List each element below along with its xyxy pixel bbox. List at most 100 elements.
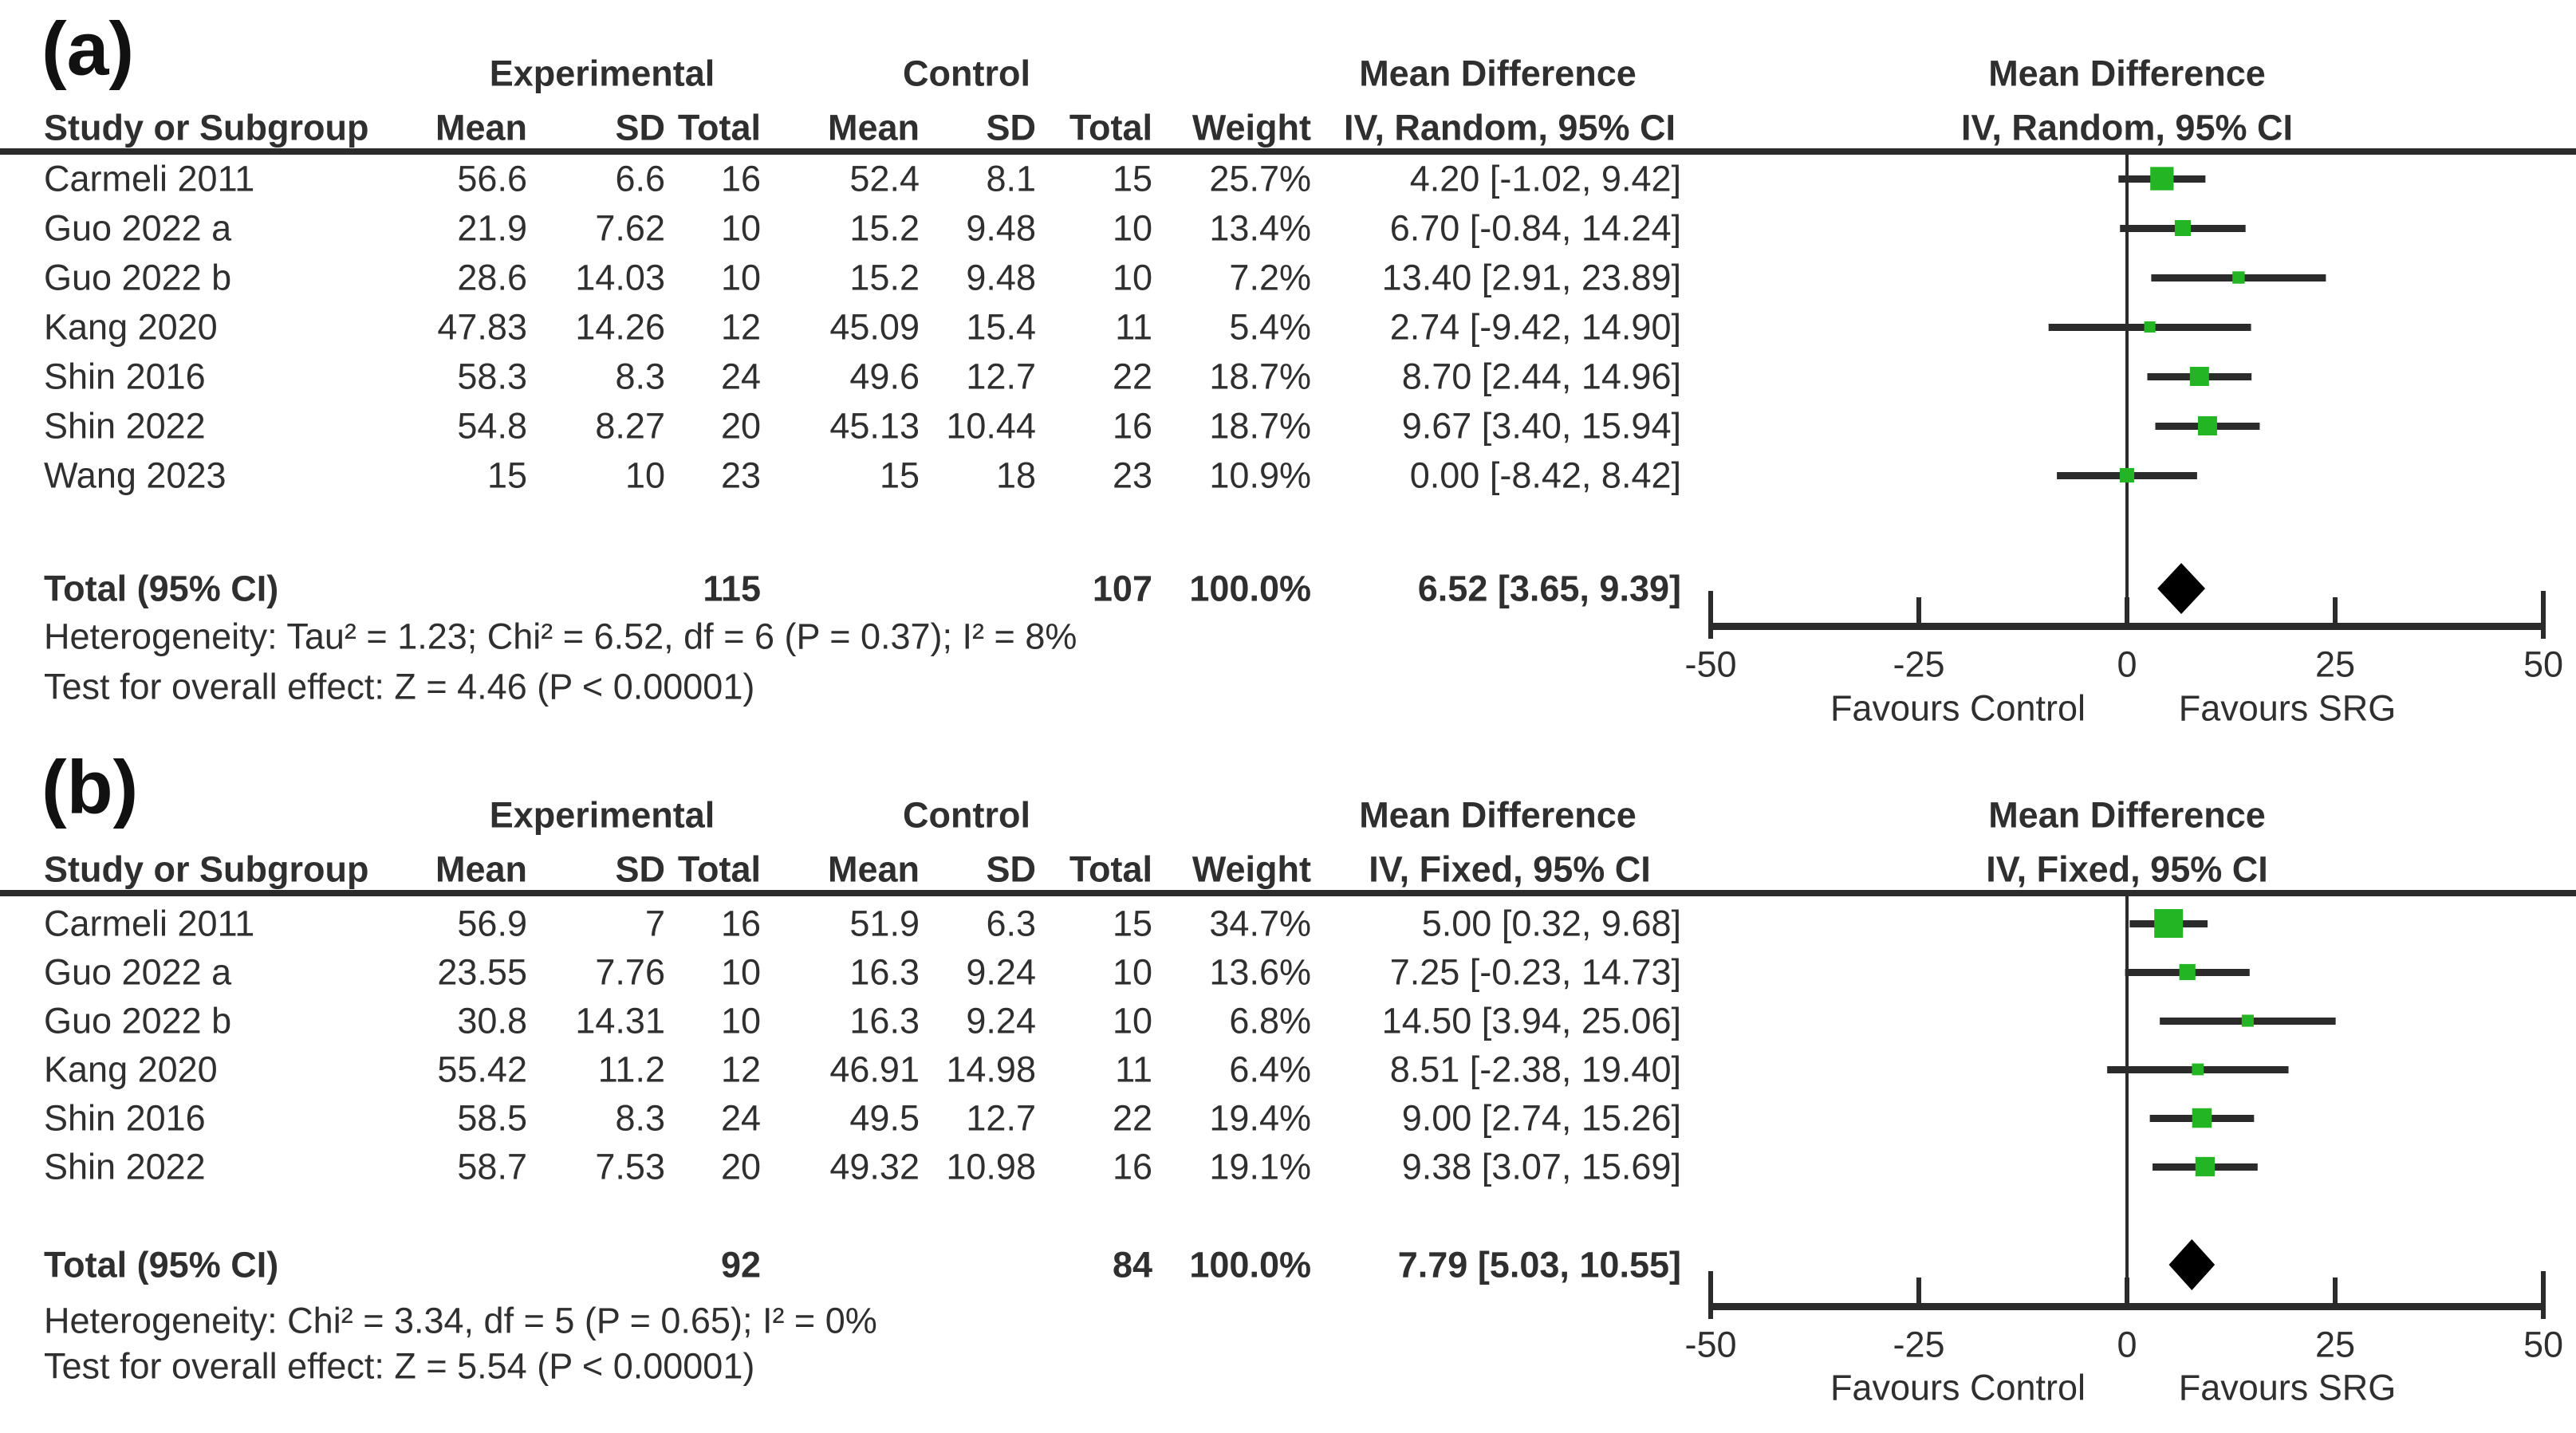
effect-square-marker [2192,1063,2204,1076]
axis-tick-label: 50 [2523,1324,2564,1365]
study-name: Wang 2023 [44,455,226,496]
axis-tick-label: -25 [1893,644,1945,685]
exp-mean-value: 58.7 [457,1146,527,1187]
weight-value: 7.2% [1229,257,1311,298]
exp-total-value: 16 [720,158,761,199]
axis-tick-label: 50 [2523,644,2564,685]
ci-text: 5.00 [0.32, 9.68] [1421,903,1681,944]
study-name: Shin 2022 [44,1146,206,1187]
ctl-mean-value: 16.3 [849,951,920,993]
study-name: Carmeli 2011 [44,158,255,199]
weight-value: 6.8% [1229,1000,1311,1041]
ctl-mean-value: 52.4 [849,158,920,199]
ci-text: 0.00 [-8.42, 8.42] [1409,455,1681,496]
ci-text: 9.67 [3.40, 15.94] [1401,405,1681,447]
exp-sd-value: 7.62 [595,207,665,249]
total-weight: 100.0% [1189,568,1311,609]
header-rule [0,148,2576,155]
effect-square-marker [2119,467,2135,483]
axis-tick [1916,1277,1921,1309]
total-diamond-marker [2157,563,2206,614]
ctl-total-value: 16 [1112,405,1152,447]
total-ctl-total: 107 [1092,568,1152,609]
exp-sd-value: 14.31 [575,1000,665,1041]
ctl-mean-value: 46.91 [829,1049,920,1090]
plot-effect-title: Mean Difference [1988,53,2266,94]
ci-text: 9.38 [3.07, 15.69] [1401,1146,1681,1187]
plot-effect-model: IV, Random, 95% CI [1961,107,2293,148]
exp-sd-value: 7.53 [595,1146,665,1187]
exp-mean-value: 21.9 [457,207,527,249]
weight-value: 13.6% [1209,951,1311,993]
exp-mean-value: 58.3 [457,356,527,397]
ctl-sd-value: 10.44 [946,405,1036,447]
header-rule [0,890,2576,896]
total-exp-total: 92 [720,1244,761,1285]
axis-tick [2125,597,2129,629]
exp-mean-value: 56.6 [457,158,527,199]
weight-value: 18.7% [1209,356,1311,397]
exp-sd-value: 7.76 [595,951,665,993]
total-label: Total (95% CI) [44,568,279,609]
ctl-sd-value: 9.24 [966,1000,1036,1041]
axis-tick [2541,1271,2546,1319]
exp-total-value: 24 [720,356,761,397]
ci-text: 8.70 [2.44, 14.96] [1401,356,1681,397]
exp-sd-value: 11.2 [597,1049,665,1090]
axis-tick [2541,591,2546,639]
weight-value: 6.4% [1229,1049,1311,1090]
group-header-mean-difference: Mean Difference [1359,794,1637,836]
effect-square-marker [2197,415,2217,436]
ctl-sd-value: 15.4 [966,306,1036,348]
ctl-total-value: 16 [1112,1146,1152,1187]
exp-total-value: 10 [720,1000,761,1041]
effect-square-marker [2150,167,2174,191]
exp-sd-value: 6.6 [615,158,665,199]
weight-value: 5.4% [1229,306,1311,348]
plot-effect-title: Mean Difference [1988,794,2266,836]
col-header-exp-sd: SD [615,107,665,148]
study-name: Guo 2022 a [44,207,232,249]
exp-mean-value: 54.8 [457,405,527,447]
exp-mean-value: 55.42 [437,1049,527,1090]
group-header-control: Control [903,53,1030,94]
col-header-effect-model: IV, Random, 95% CI [1344,107,1676,148]
axis-tick-label: 0 [2117,644,2137,685]
col-header-ctl-mean: Mean [827,107,920,148]
effect-square-marker [2241,1014,2254,1027]
ctl-sd-value: 6.3 [986,903,1036,944]
weight-value: 10.9% [1209,455,1311,496]
ctl-total-value: 11 [1115,1049,1152,1090]
study-name: Shin 2016 [44,356,206,397]
col-header-ctl-total: Total [1069,107,1152,148]
exp-total-value: 20 [720,405,761,447]
effect-square-marker [2144,321,2156,333]
ctl-sd-value: 18 [995,455,1036,496]
exp-sd-value: 8.3 [615,356,665,397]
ci-text: 6.70 [-0.84, 14.24] [1389,207,1681,249]
favours-srg-label: Favours SRG [2178,1367,2397,1408]
axis-tick-label: -25 [1893,1324,1945,1365]
effect-square-marker [2232,271,2245,284]
col-header-weight: Weight [1191,848,1311,890]
heterogeneity-text: Heterogeneity: Chi² = 3.34, df = 5 (P = … [44,1300,877,1341]
study-name: Shin 2022 [44,405,206,447]
ctl-total-value: 10 [1112,207,1152,249]
ctl-sd-value: 8.1 [986,158,1036,199]
exp-sd-value: 8.27 [595,405,665,447]
group-header-mean-difference: Mean Difference [1359,53,1637,94]
effect-square-marker [2179,963,2196,981]
effect-square-marker [2192,1108,2212,1128]
exp-total-value: 12 [720,1049,761,1090]
ci-text: 14.50 [3.94, 25.06] [1381,1000,1681,1041]
zero-line [2125,893,2129,1306]
exp-total-value: 12 [720,306,761,348]
col-header-exp-total: Total [677,848,761,890]
panel-b-label: (b) [41,745,139,830]
total-weight: 100.0% [1189,1244,1311,1285]
study-name: Guo 2022 b [44,257,232,298]
effect-square-marker [2195,1156,2216,1177]
exp-mean-value: 28.6 [457,257,527,298]
ctl-mean-value: 16.3 [849,1000,920,1041]
ctl-mean-value: 49.32 [829,1146,920,1187]
